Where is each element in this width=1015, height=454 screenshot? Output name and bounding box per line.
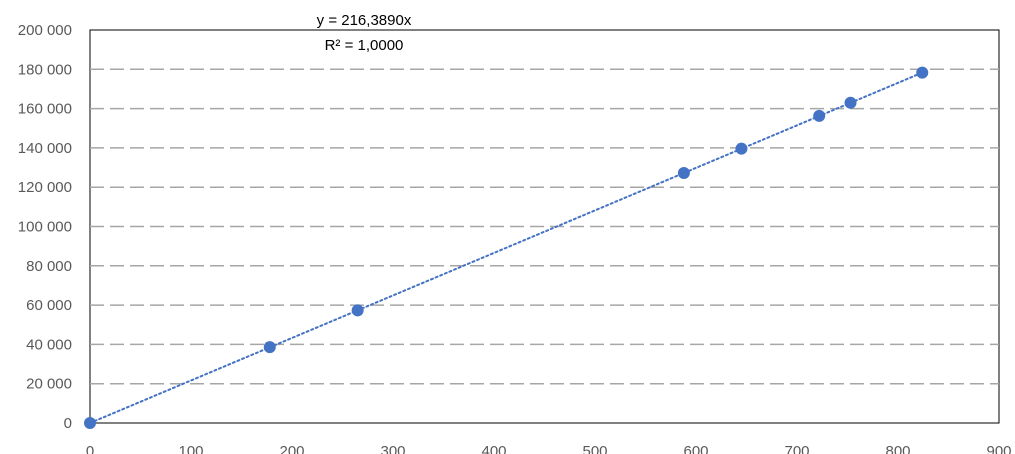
trendline bbox=[89, 71, 924, 424]
x-tick-label: 100 bbox=[178, 443, 203, 454]
x-tick-label: 900 bbox=[986, 443, 1011, 454]
y-tick-label: 200 000 bbox=[18, 22, 72, 39]
y-tick-label: 20 000 bbox=[26, 376, 72, 393]
y-tick-label: 160 000 bbox=[18, 101, 72, 118]
y-tick-label: 80 000 bbox=[26, 258, 72, 275]
x-tick-label: 600 bbox=[683, 443, 708, 454]
x-tick-label: 200 bbox=[279, 443, 304, 454]
data-point bbox=[351, 304, 364, 317]
x-tick-label: 500 bbox=[582, 443, 607, 454]
data-point bbox=[844, 96, 857, 109]
y-tick-label: 120 000 bbox=[18, 179, 72, 196]
y-tick-label: 0 bbox=[64, 415, 72, 432]
trendline-group bbox=[89, 71, 924, 424]
data-points bbox=[84, 66, 929, 429]
x-tick-label: 400 bbox=[481, 443, 506, 454]
data-point bbox=[735, 142, 748, 155]
gridlines bbox=[90, 68, 999, 385]
y-tick-label: 180 000 bbox=[18, 61, 72, 78]
y-tick-label: 40 000 bbox=[26, 336, 72, 353]
x-tick-label: 800 bbox=[885, 443, 910, 454]
x-axis-ticks: 0 100 200 300 400 500 600 700 800 900 bbox=[86, 443, 1012, 454]
data-point bbox=[263, 341, 276, 354]
x-tick-label: 300 bbox=[380, 443, 405, 454]
data-point bbox=[84, 417, 96, 429]
data-point bbox=[677, 167, 690, 180]
data-point bbox=[813, 109, 826, 122]
x-tick-label: 700 bbox=[784, 443, 809, 454]
y-axis-ticks: 0 20 000 40 000 60 000 80 000 100 000 120 000 1… bbox=[18, 22, 72, 432]
x-tick-label: 0 bbox=[86, 443, 94, 454]
trendline-equation: y = 216,3890x bbox=[317, 12, 412, 29]
data-point bbox=[916, 66, 929, 79]
y-tick-label: 60 000 bbox=[26, 297, 72, 314]
y-tick-label: 140 000 bbox=[18, 140, 72, 157]
trendline-r-squared: R² = 1,0000 bbox=[325, 37, 404, 54]
y-tick-label: 100 000 bbox=[18, 219, 72, 236]
